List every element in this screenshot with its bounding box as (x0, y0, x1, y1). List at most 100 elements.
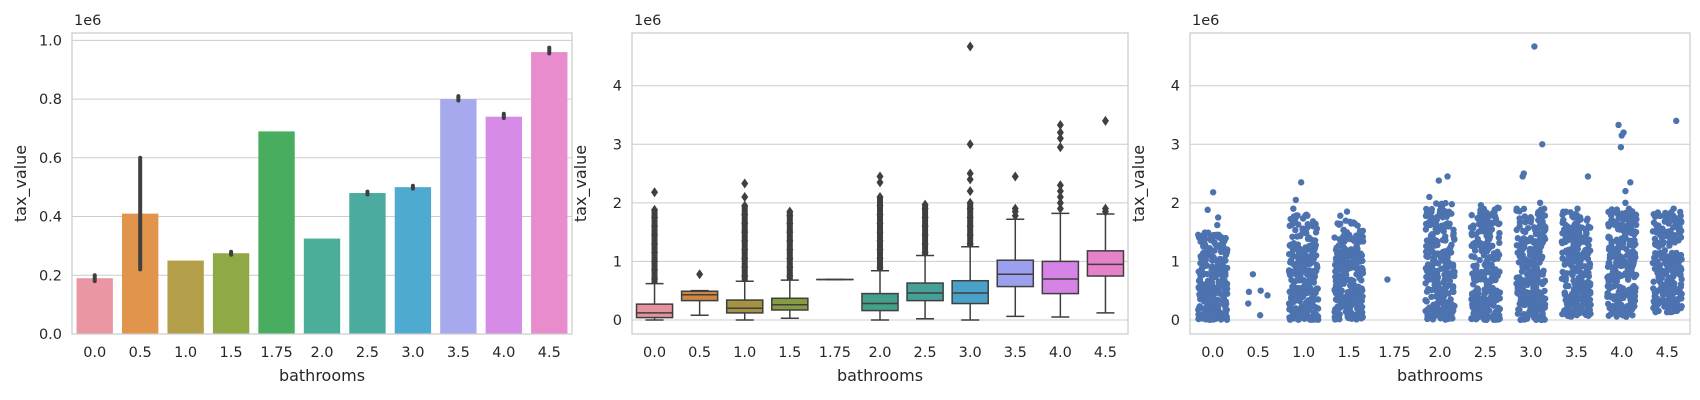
strip-4.0 (1604, 121, 1640, 320)
strip-point (1435, 177, 1442, 184)
strip-point (1487, 211, 1495, 219)
strip-point (1627, 179, 1634, 186)
y-tick-label: 0.2 (39, 268, 62, 284)
strip-point (1559, 229, 1566, 237)
strip-point (1217, 248, 1225, 256)
strip-point (1427, 275, 1434, 283)
strip-point (1520, 205, 1528, 213)
strip-point (1613, 206, 1621, 213)
flier-point (921, 212, 929, 223)
strip-point (1612, 262, 1620, 269)
x-tick-label: 4.5 (538, 345, 561, 361)
strip-2.5 (1467, 201, 1504, 324)
strip-point (1348, 315, 1355, 322)
strip-point (1623, 313, 1630, 320)
box-1.0 (725, 178, 764, 321)
strip-point (1337, 212, 1344, 219)
flier-point (876, 171, 884, 182)
x-tick-label: 1.5 (1338, 345, 1361, 361)
strip-point (1303, 271, 1311, 278)
strip-point (1608, 206, 1616, 213)
strip-point (1666, 217, 1673, 225)
strip-point (1435, 282, 1442, 289)
axes-frame (1189, 32, 1691, 335)
flier-point (1011, 171, 1019, 182)
strip-point (1206, 245, 1213, 252)
strip-point (1490, 287, 1497, 295)
strip-point (1303, 306, 1310, 314)
strip-point (1568, 260, 1575, 267)
strip-point (1422, 226, 1430, 233)
strip-point (1616, 293, 1623, 300)
strip-point (1573, 299, 1580, 307)
flier-point (786, 253, 794, 264)
strip-point (1520, 235, 1527, 242)
flier-point (1056, 180, 1064, 191)
x-tick-label: 0.0 (1201, 345, 1224, 361)
flier-point (651, 256, 659, 267)
strip-point (1496, 220, 1503, 227)
strip-point (1567, 313, 1575, 320)
strip-point (1288, 293, 1295, 300)
strip-point (1617, 143, 1625, 151)
strip-point (1344, 295, 1351, 302)
strip-point (1476, 217, 1483, 225)
strip-point (1449, 284, 1457, 292)
strip-point (1442, 237, 1449, 244)
strip-point (1483, 285, 1490, 293)
y-tick-label: 0.6 (39, 151, 62, 167)
strip-point (1309, 223, 1317, 230)
x-tick-label: 0.5 (1247, 345, 1270, 361)
strip-point (1445, 222, 1453, 229)
strip-point (1520, 170, 1527, 177)
x-tick-label: 0.5 (129, 345, 152, 361)
strip-point (1536, 259, 1543, 266)
strip-point (1516, 223, 1523, 230)
strip-point (1471, 312, 1479, 319)
strip-point (1264, 292, 1271, 299)
x-tick-label: 0.0 (83, 345, 106, 361)
strip-point (1621, 228, 1628, 236)
strip-point (1205, 229, 1212, 236)
box-2.5 (906, 199, 944, 320)
strip-point (1294, 212, 1301, 219)
strip-point (1678, 276, 1685, 283)
strip-point (1671, 280, 1678, 287)
flier-point (741, 178, 749, 189)
strip-point (1302, 227, 1309, 234)
strip-point (1677, 251, 1685, 259)
strip-point (1339, 295, 1346, 302)
strip-point (1297, 294, 1304, 301)
strip-point (1223, 264, 1231, 272)
strip-point (1678, 219, 1685, 226)
strip-point (1616, 283, 1624, 291)
flier-point (1056, 186, 1064, 197)
strip-point (1576, 224, 1583, 231)
strip-point (1604, 282, 1612, 290)
strip-point (1623, 246, 1630, 253)
y-axis-label: tax_value (11, 145, 31, 222)
axes-frame (631, 32, 1129, 335)
strip-point (1289, 270, 1296, 277)
flier-point (651, 212, 659, 223)
strip-point (1468, 211, 1475, 219)
strip-point (1309, 218, 1317, 225)
strip-point (1585, 242, 1592, 249)
strip-point (1249, 271, 1257, 278)
strip-point (1470, 262, 1477, 270)
bar-4.0 (485, 116, 522, 334)
strip-point (1290, 205, 1297, 212)
flier-point (1056, 191, 1064, 202)
strip-point (1484, 301, 1492, 309)
strip-point (1604, 263, 1612, 270)
flier-point (1056, 197, 1064, 208)
strip-point (1298, 302, 1306, 310)
strip-point (1540, 236, 1547, 244)
panel-1: 0.0 0.2 0.4 0.6 0.8 1.0 0.0 0.5 1.0 1.5 1.75 2.0 2.5… (11, 13, 573, 385)
strip-point (1332, 277, 1340, 284)
strip-point (1586, 261, 1594, 268)
strip-point (1311, 316, 1319, 323)
strip-point (1470, 222, 1477, 229)
flier-point (741, 244, 749, 255)
strip-point (1302, 282, 1310, 290)
